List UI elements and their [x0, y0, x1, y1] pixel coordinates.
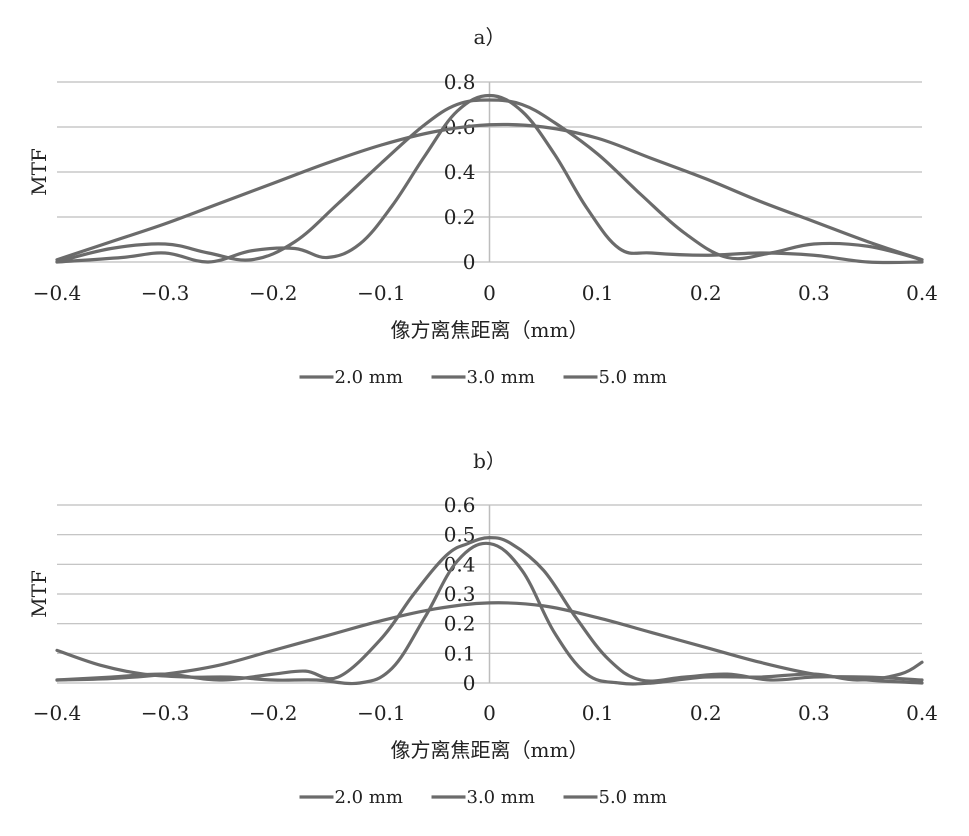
x-tick-label: 0.1 — [582, 281, 614, 305]
x-tick-label: −0.3 — [141, 701, 190, 725]
x-tick-label: 0.2 — [690, 281, 722, 305]
y-tick-label: 0.4 — [444, 160, 476, 184]
series-line-2-0mm — [55, 122, 924, 262]
chart-title: a） — [474, 25, 506, 49]
y-tick-label: 0 — [463, 671, 476, 695]
chart-title: b） — [473, 449, 506, 473]
series-line-2-0mm — [55, 601, 924, 685]
x-tick-label: −0.3 — [141, 281, 190, 305]
y-axis-title: MTF — [27, 148, 51, 196]
x-tick-label: 0 — [483, 701, 496, 725]
y-tick-label: 0.8 — [444, 70, 476, 94]
y-tick-label: 0.2 — [444, 612, 476, 636]
x-tick-label: 0.2 — [690, 701, 722, 725]
legend-label: 2.0 mm — [335, 367, 403, 388]
x-tick-label: −0.1 — [357, 701, 406, 725]
x-tick-label: −0.4 — [33, 701, 82, 725]
x-tick-label: 0.3 — [798, 281, 830, 305]
legend-label: 2.0 mm — [335, 787, 403, 808]
x-tick-label: 0.1 — [582, 701, 614, 725]
x-tick-label: −0.4 — [33, 281, 82, 305]
series-line-3-0mm — [55, 98, 924, 264]
legend-label: 3.0 mm — [467, 787, 535, 808]
chart-panel-a: a）00.20.40.60.8−0.4 −0.3 −0.2 −0.1 0 0.1 0.2 0.… — [27, 25, 938, 388]
x-tick-label: 0.4 — [906, 701, 938, 725]
y-tick-label: 0.3 — [444, 582, 476, 606]
x-tick-label: −0.1 — [357, 281, 406, 305]
chart-panel-b: b）00.10.20.30.40.50.6−0.4 −0.3 −0.2 −0.1 0 0.… — [27, 449, 938, 808]
x-axis-title: 像方离焦距离（mm） — [391, 738, 589, 762]
legend-label: 3.0 mm — [467, 367, 535, 388]
legend-label: 5.0 mm — [599, 367, 667, 388]
y-tick-label: 0.1 — [444, 641, 476, 665]
y-tick-label: 0 — [463, 250, 476, 274]
y-tick-label: 0.6 — [444, 493, 476, 517]
y-tick-label: 0.2 — [444, 205, 476, 229]
y-axis-title: MTF — [27, 570, 51, 618]
x-tick-label: 0.3 — [798, 701, 830, 725]
x-axis-title: 像方离焦距离（mm） — [391, 318, 589, 342]
series-line-5-0mm — [55, 541, 924, 686]
x-tick-label: 0 — [483, 281, 496, 305]
legend-label: 5.0 mm — [599, 787, 667, 808]
x-tick-label: 0.4 — [906, 281, 938, 305]
x-tick-label: −0.2 — [249, 281, 298, 305]
series-line-5-0mm — [55, 93, 924, 265]
x-tick-label: −0.2 — [249, 701, 298, 725]
